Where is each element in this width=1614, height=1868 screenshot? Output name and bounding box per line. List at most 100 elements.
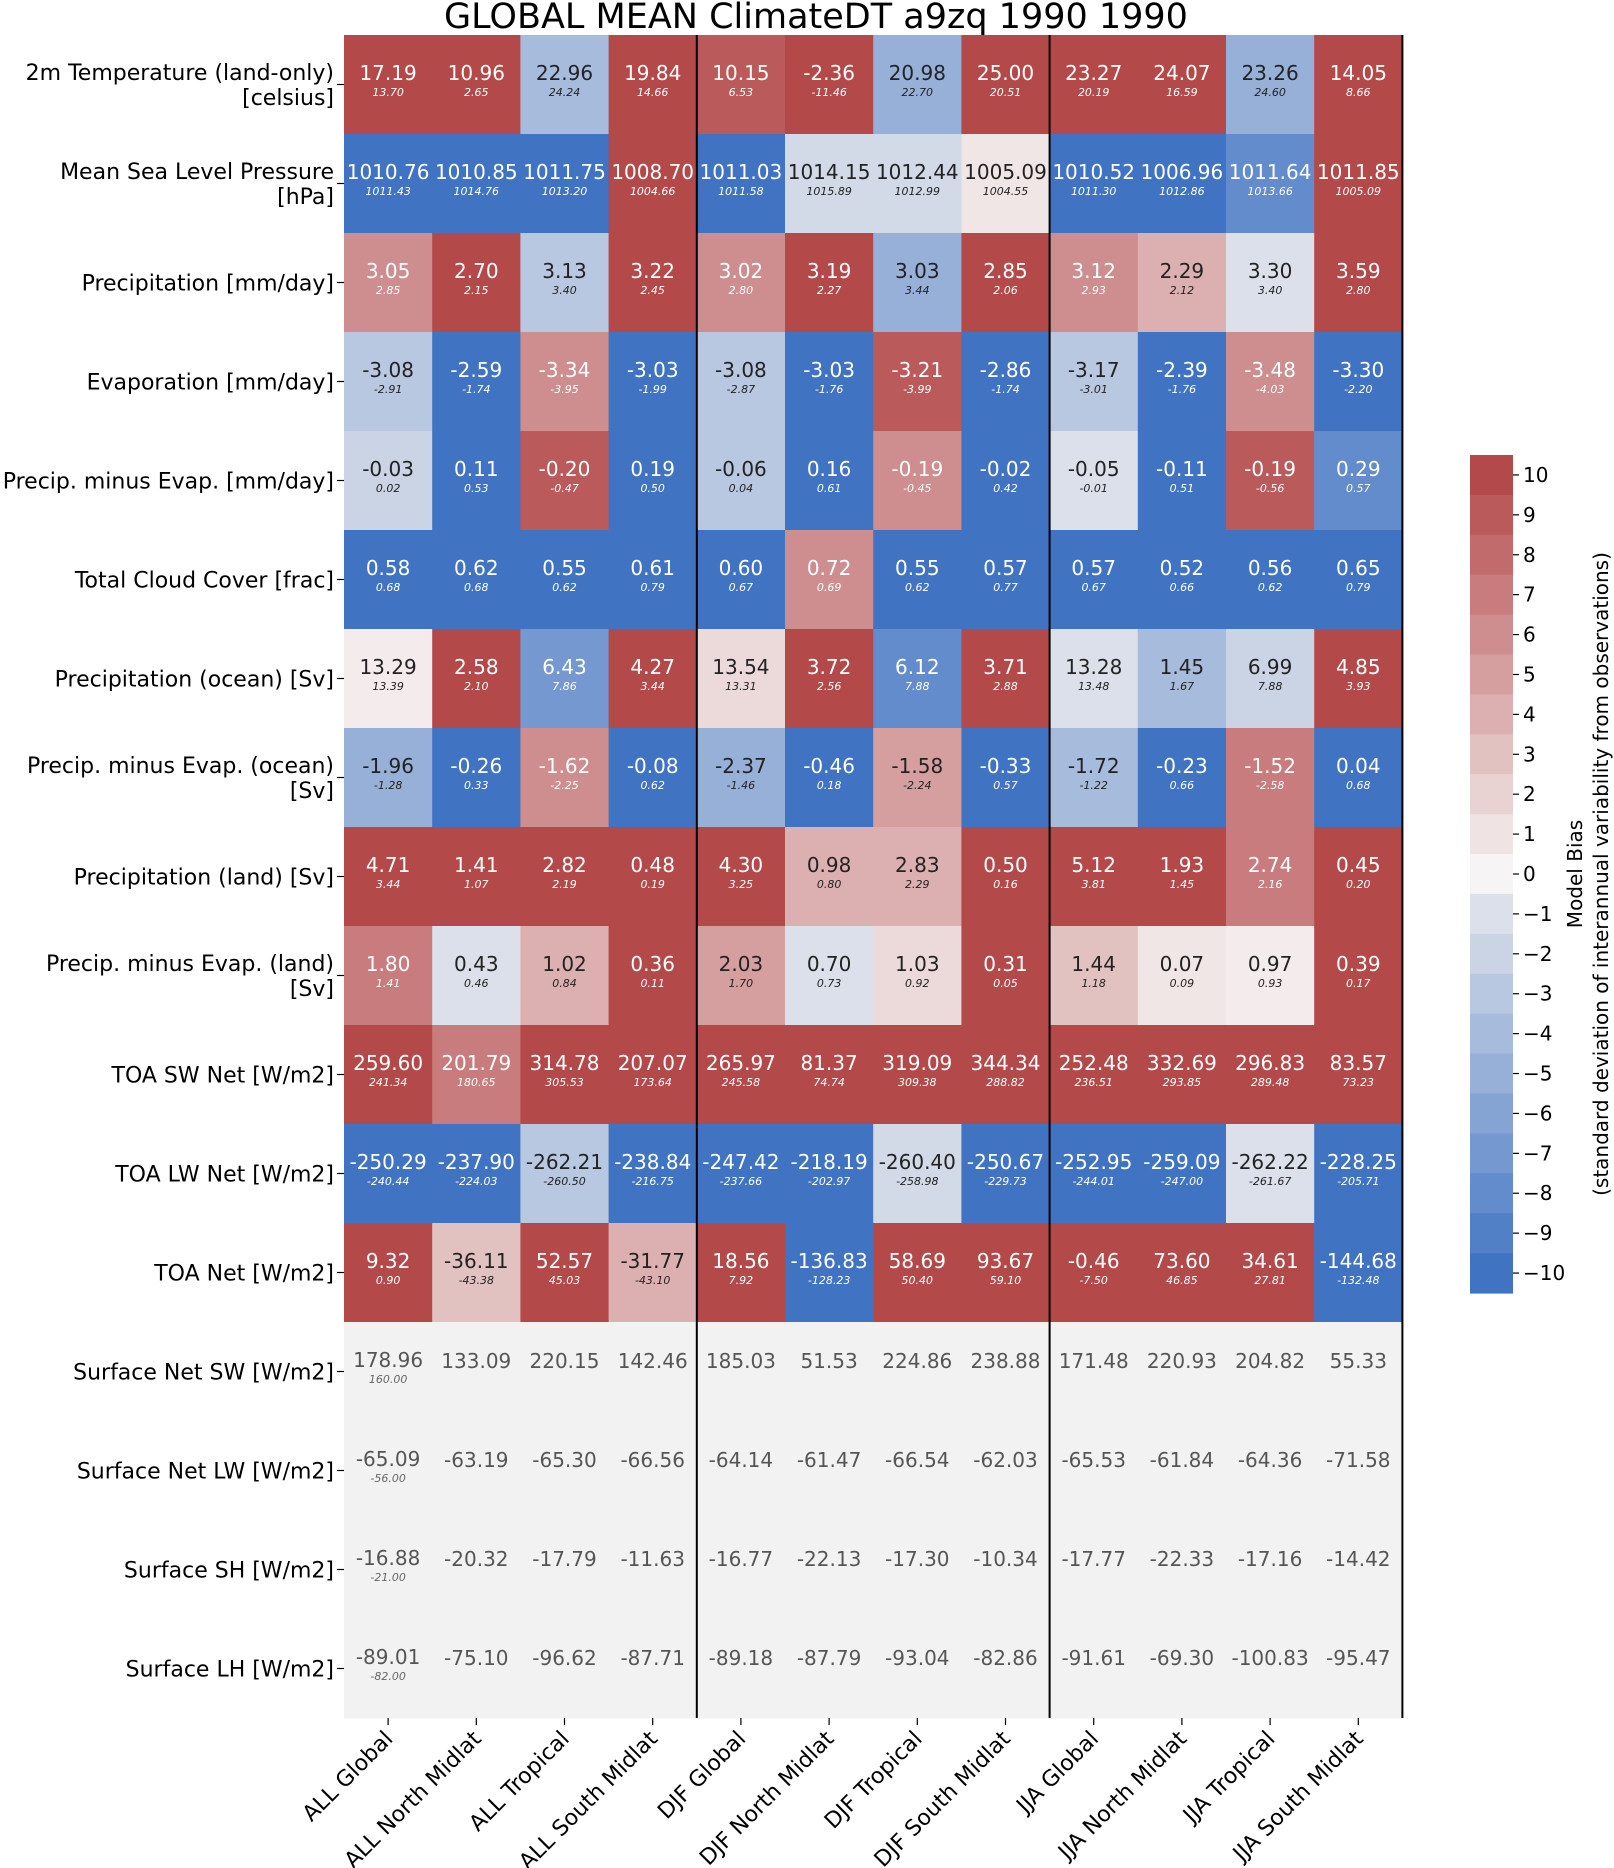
cell-obs-value: 3.25: [729, 878, 754, 891]
heatmap-cell: [1314, 1322, 1403, 1422]
cell-value: 259.60: [353, 1051, 423, 1075]
heatmap-cell: [785, 728, 874, 828]
heatmap-cell: [1137, 1619, 1227, 1719]
cell-value: 1010.85: [435, 160, 518, 184]
heatmap-cell: [961, 926, 1051, 1026]
heatmap-cell: [608, 1322, 698, 1422]
cell-obs-value: 0.68: [1346, 779, 1371, 792]
cell-obs-value: -132.48: [1337, 1274, 1379, 1287]
heatmap-cell: [873, 35, 962, 135]
row-label: Precipitation (land) [Sv]: [74, 866, 334, 891]
cell-obs-value: 0.67: [729, 581, 754, 594]
cell-obs-value: -7.50: [1079, 1274, 1107, 1287]
heatmap-cell: [608, 332, 698, 432]
cell-obs-value: 2.29: [905, 878, 930, 891]
cell-obs-value: 24.60: [1254, 86, 1286, 99]
heatmap-cell: [696, 1520, 786, 1620]
colorbar-tick-label: 3: [1523, 742, 1536, 766]
heatmap-cell: [432, 1619, 521, 1719]
cell-obs-value: 7.88: [1258, 680, 1283, 693]
heatmap-cell: [520, 1619, 610, 1719]
heatmap-cell: [785, 1124, 874, 1224]
cell-value: -0.19: [891, 457, 943, 481]
cell-value: -17.30: [885, 1547, 949, 1571]
cell-obs-value: 0.04: [729, 482, 754, 495]
heatmap-cell: [1226, 827, 1315, 927]
cell-obs-value: 1012.99: [895, 185, 941, 198]
cell-obs-value: 46.85: [1166, 1274, 1198, 1287]
heatmap-cell: [961, 530, 1051, 630]
cell-obs-value: 1011.58: [718, 185, 764, 198]
heatmap-cell: [873, 530, 962, 630]
cell-value: 0.60: [719, 556, 764, 580]
heatmap-cell: [432, 233, 521, 333]
cell-value: 6.12: [895, 655, 940, 679]
cell-value: 9.32: [366, 1249, 411, 1273]
heatmap-cell: [1226, 233, 1315, 333]
cell-value: 238.88: [971, 1349, 1041, 1373]
cell-obs-value: 0.11: [640, 977, 665, 990]
cell-value: -63.19: [444, 1448, 508, 1472]
cell-obs-value: 1.45: [1170, 878, 1195, 891]
cell-value: 13.29: [359, 655, 416, 679]
cell-value: -1.58: [891, 754, 943, 778]
heatmap-cell: [873, 728, 962, 828]
cell-value: 1011.85: [1317, 160, 1400, 184]
cell-value: 1.03: [895, 952, 940, 976]
cell-value: -61.47: [797, 1448, 861, 1472]
heatmap-cell: [1049, 1124, 1139, 1224]
cell-obs-value: 73.23: [1343, 1076, 1375, 1089]
cell-obs-value: 0.79: [640, 581, 665, 594]
heatmap-cell: [344, 431, 433, 531]
cell-value: 25.00: [977, 61, 1034, 85]
cell-value: 73.60: [1153, 1249, 1210, 1273]
heatmap-cell: [520, 35, 610, 135]
cell-obs-value: 2.19: [552, 878, 577, 891]
heatmap-cell: [344, 1124, 433, 1224]
cell-obs-value: 0.62: [1258, 581, 1283, 594]
colorbar-segment: [1470, 614, 1513, 656]
heatmap-cell: [1226, 728, 1315, 828]
cell-obs-value: -2.58: [1256, 779, 1284, 792]
cell-value: 224.86: [882, 1349, 952, 1373]
cell-obs-value: 0.02: [376, 482, 401, 495]
cell-value: 1012.44: [876, 160, 959, 184]
cell-obs-value: -1.99: [638, 383, 666, 396]
colorbar-segment: [1470, 893, 1513, 935]
heatmap-cell: [1226, 1421, 1315, 1521]
cell-obs-value: -1.22: [1079, 779, 1107, 792]
cell-value: -3.08: [715, 358, 767, 382]
cell-value: -0.33: [980, 754, 1032, 778]
heatmap-cell: [785, 926, 874, 1026]
row-label: Precip. minus Evap. (ocean): [27, 754, 334, 779]
cell-value: -75.10: [444, 1646, 508, 1670]
cell-value: -1.62: [539, 754, 591, 778]
cell-obs-value: 309.38: [898, 1076, 937, 1089]
cell-value: 1014.15: [788, 160, 871, 184]
heatmap-cell: [961, 1421, 1051, 1521]
cell-obs-value: 2.80: [729, 284, 754, 297]
colorbar-segment: [1470, 1013, 1513, 1055]
row-label: Total Cloud Cover [frac]: [74, 569, 334, 594]
cell-value: 265.97: [706, 1051, 776, 1075]
cell-obs-value: 7.92: [729, 1274, 754, 1287]
heatmap-cell: [1314, 1520, 1403, 1620]
cell-obs-value: -1.28: [374, 779, 402, 792]
cell-value: -3.21: [891, 358, 943, 382]
cell-value: 1.02: [542, 952, 587, 976]
cell-value: -66.54: [885, 1448, 949, 1472]
cell-value: -0.20: [539, 457, 591, 481]
cell-value: 4.27: [630, 655, 675, 679]
cell-obs-value: 1004.66: [630, 185, 676, 198]
colorbar-tick-label: −8: [1523, 1181, 1552, 1205]
colorbar-tick-label: −2: [1523, 942, 1552, 966]
cell-value: 0.61: [630, 556, 675, 580]
cell-value: -20.32: [444, 1547, 508, 1571]
heatmap-cell: [344, 827, 433, 927]
heatmap-cell: [1049, 1223, 1139, 1323]
cell-value: -218.19: [790, 1150, 867, 1174]
cell-obs-value: 0.62: [905, 581, 930, 594]
cell-value: 0.45: [1336, 853, 1381, 877]
heatmap-cell: [344, 1520, 433, 1620]
